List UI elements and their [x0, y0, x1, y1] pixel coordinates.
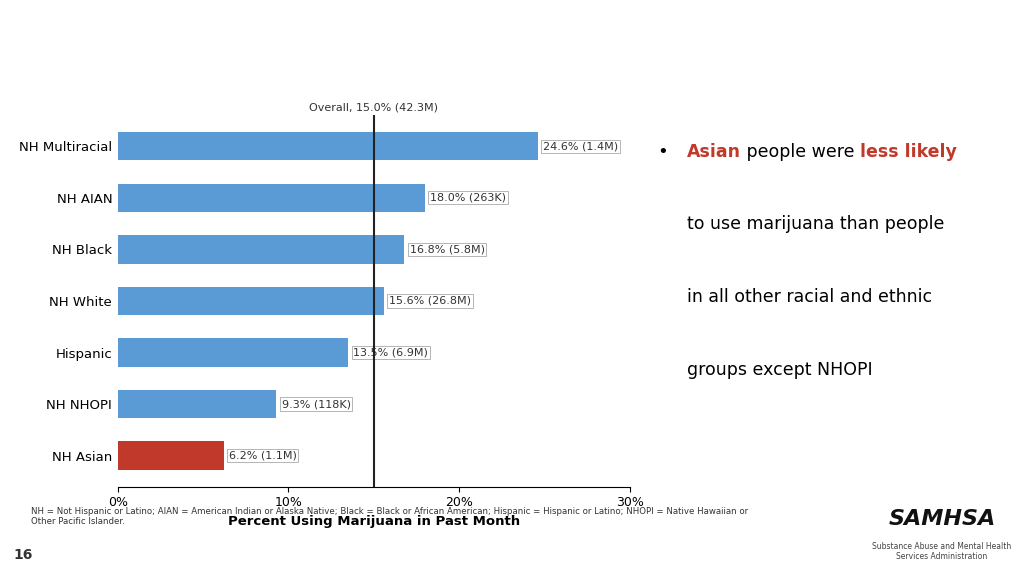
Text: Marijuana Use in the Past Month by Racial and Ethnic Groups:: Marijuana Use in the Past Month by Racia…	[99, 19, 925, 43]
Text: 18.0% (263K): 18.0% (263K)	[430, 193, 506, 203]
Text: SAMHSA: SAMHSA	[889, 509, 995, 529]
Text: 6.2% (1.1M): 6.2% (1.1M)	[228, 450, 297, 461]
Bar	[118, 184, 425, 212]
Text: •: •	[657, 143, 669, 161]
Text: Overall, 15.0% (42.3M): Overall, 15.0% (42.3M)	[309, 103, 438, 113]
Bar	[118, 287, 384, 315]
Bar	[118, 338, 348, 367]
Bar	[118, 235, 404, 264]
Text: Substance Abuse and Mental Health
Services Administration: Substance Abuse and Mental Health Servic…	[872, 542, 1012, 562]
Text: NH = Not Hispanic or Latino; AIAN = American Indian or Alaska Native; Black = Bl: NH = Not Hispanic or Latino; AIAN = Amer…	[31, 507, 748, 526]
Text: Among People Aged 12 or Older: Among People Aged 12 or Older	[299, 59, 725, 84]
Text: 15.6% (26.8M): 15.6% (26.8M)	[389, 296, 471, 306]
Bar	[118, 441, 223, 470]
Text: less likely: less likely	[859, 143, 956, 161]
Text: in all other racial and ethnic: in all other racial and ethnic	[686, 288, 932, 306]
Text: people were: people were	[740, 143, 859, 161]
Text: to use marijuana than people: to use marijuana than people	[686, 215, 944, 233]
Bar	[118, 390, 276, 418]
Text: 16: 16	[13, 548, 33, 562]
Text: 24.6% (1.4M): 24.6% (1.4M)	[543, 141, 617, 151]
Bar	[118, 132, 538, 161]
X-axis label: Percent Using Marijuana in Past Month: Percent Using Marijuana in Past Month	[227, 515, 520, 528]
Text: Asian: Asian	[686, 143, 740, 161]
Text: 9.3% (118K): 9.3% (118K)	[282, 399, 350, 409]
Text: 16.8% (5.8M): 16.8% (5.8M)	[410, 244, 484, 255]
Text: groups except NHOPI: groups except NHOPI	[686, 361, 872, 378]
Text: 13.5% (6.9M): 13.5% (6.9M)	[353, 347, 428, 358]
